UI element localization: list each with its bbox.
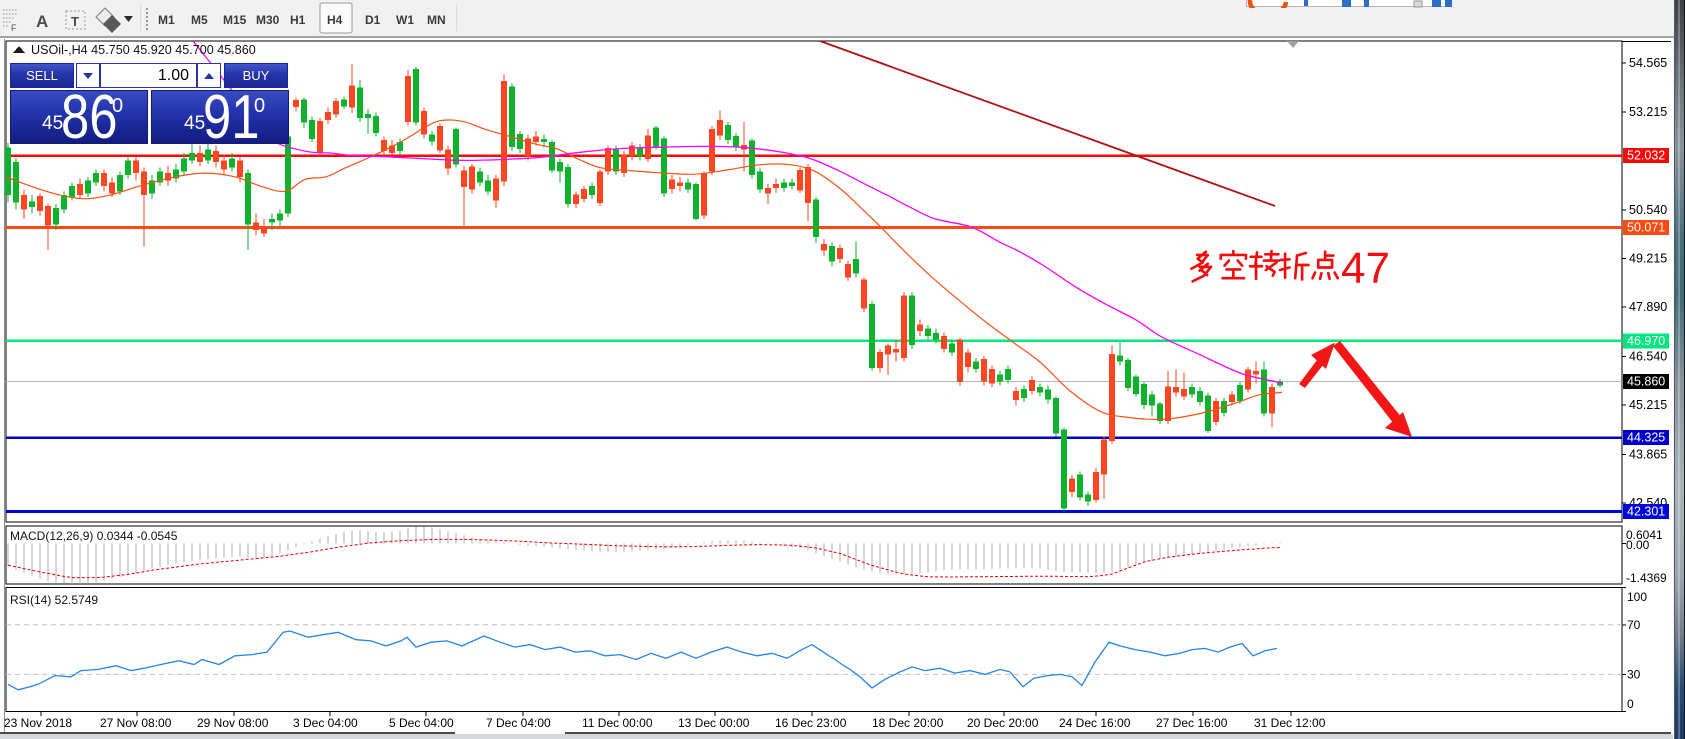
svg-text:46.540: 46.540 (1629, 350, 1667, 364)
svg-text:D1: D1 (365, 13, 381, 27)
svg-text:49.215: 49.215 (1629, 252, 1667, 266)
svg-text:43.865: 43.865 (1629, 447, 1667, 461)
svg-text:29 Nov 08:00: 29 Nov 08:00 (197, 716, 269, 730)
svg-text:44.325: 44.325 (1627, 431, 1665, 445)
svg-text:53.215: 53.215 (1629, 105, 1667, 119)
svg-text:100: 100 (1627, 590, 1647, 604)
svg-text:20 Dec 20:00: 20 Dec 20:00 (967, 716, 1039, 730)
svg-text:H1: H1 (290, 13, 306, 27)
svg-text:A: A (36, 12, 48, 31)
svg-text:42.301: 42.301 (1627, 505, 1665, 519)
svg-text:-1.4369: -1.4369 (1626, 571, 1667, 585)
svg-text:5 Dec 04:00: 5 Dec 04:00 (389, 716, 454, 730)
svg-text:7 Dec 04:00: 7 Dec 04:00 (486, 716, 551, 730)
svg-text:USOil-,H4 45.750 45.920 45.70: USOil-,H4 45.750 45.920 45.700 45.860 (31, 43, 256, 57)
svg-text:W1: W1 (396, 13, 414, 27)
svg-text:47: 47 (1341, 244, 1390, 293)
svg-text:30: 30 (1627, 667, 1641, 681)
svg-text:27 Dec 16:00: 27 Dec 16:00 (1156, 716, 1228, 730)
svg-text:70: 70 (1627, 618, 1641, 632)
svg-text:0: 0 (1627, 697, 1634, 711)
svg-text:16 Dec 23:00: 16 Dec 23:00 (775, 716, 847, 730)
svg-text:50.540: 50.540 (1629, 203, 1667, 217)
svg-text:54.565: 54.565 (1629, 56, 1667, 70)
svg-text:45.215: 45.215 (1629, 398, 1667, 412)
svg-text:M30: M30 (256, 13, 280, 27)
svg-text:MACD(12,26,9) 0.0344 -0.0545: MACD(12,26,9) 0.0344 -0.0545 (10, 529, 178, 543)
svg-text:47.890: 47.890 (1629, 300, 1667, 314)
svg-text:F: F (11, 23, 17, 33)
svg-text:13 Dec 00:00: 13 Dec 00:00 (678, 716, 750, 730)
svg-text:0.00: 0.00 (1626, 538, 1650, 552)
svg-text:M1: M1 (158, 13, 175, 27)
svg-text:23 Nov 2018: 23 Nov 2018 (4, 716, 72, 730)
svg-text:0.6041: 0.6041 (1626, 528, 1663, 542)
svg-text:T: T (71, 14, 79, 29)
svg-text:52.032: 52.032 (1627, 149, 1665, 163)
svg-text:3 Dec 04:00: 3 Dec 04:00 (293, 716, 358, 730)
svg-text:46.970: 46.970 (1627, 334, 1665, 348)
svg-text:RSI(14) 52.5749: RSI(14) 52.5749 (10, 593, 98, 607)
svg-text:27 Nov 08:00: 27 Nov 08:00 (100, 716, 172, 730)
svg-text:11 Dec 00:00: 11 Dec 00:00 (582, 716, 653, 730)
svg-text:H4: H4 (327, 13, 343, 27)
svg-text:18 Dec 20:00: 18 Dec 20:00 (872, 716, 944, 730)
svg-text:MN: MN (427, 13, 446, 27)
svg-text:31 Dec 12:00: 31 Dec 12:00 (1254, 716, 1326, 730)
svg-text:M5: M5 (191, 13, 208, 27)
svg-text:M15: M15 (223, 13, 247, 27)
svg-text:24 Dec 16:00: 24 Dec 16:00 (1059, 716, 1131, 730)
svg-text:45.860: 45.860 (1627, 374, 1665, 388)
svg-text:50.071: 50.071 (1627, 220, 1665, 234)
